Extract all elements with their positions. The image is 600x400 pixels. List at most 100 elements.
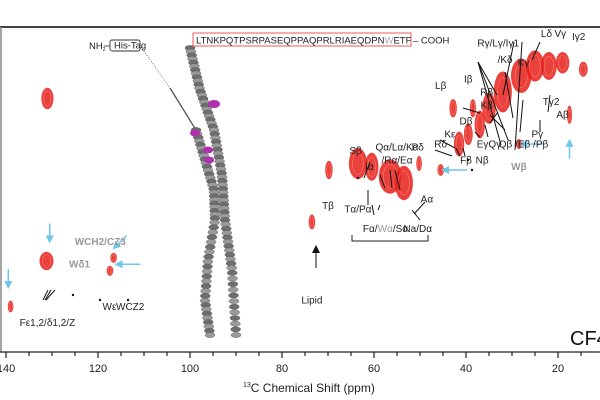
peak-dot (470, 168, 474, 172)
peak-contour (352, 152, 364, 175)
peak-contour (367, 156, 377, 177)
assignment-line (44, 289, 52, 301)
x-axis-title: 13C Chemical Shift (ppm) (243, 381, 375, 395)
assignment-line (519, 99, 524, 133)
assignment-line (477, 61, 498, 96)
x-tick-label: 140 (0, 363, 15, 375)
peak (540, 52, 557, 80)
peak-contour (558, 54, 567, 71)
x-axis-title-sup: 13 (243, 382, 251, 389)
peak-contour (309, 216, 315, 228)
residue-highlight (190, 129, 200, 137)
residue-highlight (208, 100, 220, 108)
helix-turn (226, 270, 238, 276)
helix-turn (204, 249, 215, 255)
helix-turn (208, 224, 219, 231)
peak-labels-layer: LδVγIγ2IRγ/Lγ/Iγ1/KδKγLβIβRβKβTγ2AβDβPγK… (20, 29, 586, 329)
peak-label: Vγ (554, 29, 566, 40)
peak-label: Iβ (464, 74, 473, 85)
peak-label: Aβ (556, 110, 569, 121)
assignment-line (477, 61, 502, 146)
assignment-line (547, 94, 551, 113)
helix-turn (205, 239, 217, 245)
helix-turn (229, 315, 241, 321)
peak-label: Rβ (480, 87, 493, 98)
peak-label: Pγ (531, 130, 543, 141)
residue-highlight (204, 156, 214, 164)
peak-contour (476, 114, 484, 135)
helix-turn (227, 275, 238, 282)
peak-label: Sβ (349, 146, 362, 157)
peak-contour (529, 54, 541, 78)
peak-label-tryptophan: WCH2/CZ3 (75, 237, 127, 248)
peak-label: Fβ (460, 156, 472, 167)
x-axis-title-text: C Chemical Shift (ppm) (251, 381, 375, 395)
peak (348, 147, 367, 180)
helix-turn (200, 293, 211, 299)
helix-turn (206, 234, 218, 240)
blue-arrow-head (4, 281, 13, 289)
lipid-arrow (312, 245, 320, 268)
assignment-line (413, 201, 426, 215)
peak (364, 152, 379, 181)
his-tag-box (109, 39, 141, 52)
assignment-line (474, 131, 481, 138)
peak-label: Qα/Lα/Kα (376, 143, 419, 154)
peak-label-mixed: Fα/Wα/Sα (363, 224, 408, 235)
peaks-layer (7, 50, 588, 313)
assignment-line (462, 107, 481, 114)
helix-turn (229, 303, 240, 310)
linker-dotted (140, 46, 171, 89)
assignment-line (477, 61, 509, 141)
peak-label: Na/Dα (403, 224, 432, 235)
assignment-line (439, 139, 456, 149)
assignment-line (531, 41, 541, 61)
blue-arrow-head (519, 140, 528, 148)
peak-label: /Rα/Eα (381, 156, 412, 167)
helix-turn (201, 278, 212, 285)
peak-label: Kε (444, 130, 456, 141)
peak-contour (465, 126, 472, 143)
peak-label: Tγ2 (543, 97, 560, 108)
peak-contour (107, 266, 113, 275)
x-tick-label: 20 (552, 363, 564, 375)
peak-label: Kγ (518, 58, 530, 69)
assignment-line (45, 289, 56, 301)
x-tick-label: 60 (368, 363, 380, 375)
peak-contour (455, 135, 463, 153)
peak-label: Qβ /Eβ /Pβ (499, 139, 549, 150)
peak-contour (543, 55, 554, 77)
helix-turn (204, 332, 216, 338)
peak-label: Tα/Pα (344, 204, 371, 215)
peak (555, 52, 570, 74)
peak-label: /Kδ (498, 55, 513, 66)
label-part: /Sα (393, 224, 408, 235)
corner-label: CF4 (570, 328, 600, 350)
helix-turn (201, 268, 213, 275)
assignment-line (363, 161, 371, 179)
x-tick-label: 100 (181, 363, 199, 375)
peak-contour (514, 63, 528, 89)
peak-label: Aα (421, 195, 434, 206)
peak (394, 165, 413, 201)
label-part-tryptophan: Wα (378, 224, 393, 235)
label-part: Fα/ (363, 224, 378, 235)
peak-contour (42, 254, 51, 268)
peak-dot (71, 293, 75, 297)
blue-arrow-head (112, 241, 122, 250)
assignment-line (434, 149, 453, 157)
peak-contour (111, 253, 116, 262)
x-axis-ticks (5, 352, 582, 358)
peak (39, 251, 54, 271)
assignment-line (484, 124, 489, 138)
peak-contour (484, 97, 494, 120)
peak (525, 50, 545, 82)
peak-label: Iα (365, 162, 374, 173)
nterm-label: NH2 (89, 41, 106, 53)
x-tick-label: 80 (276, 363, 288, 375)
helix-turn (202, 258, 214, 265)
peak-label: EγQγ (477, 139, 501, 150)
assignment-line (504, 71, 514, 119)
assignment-line (42, 289, 49, 301)
